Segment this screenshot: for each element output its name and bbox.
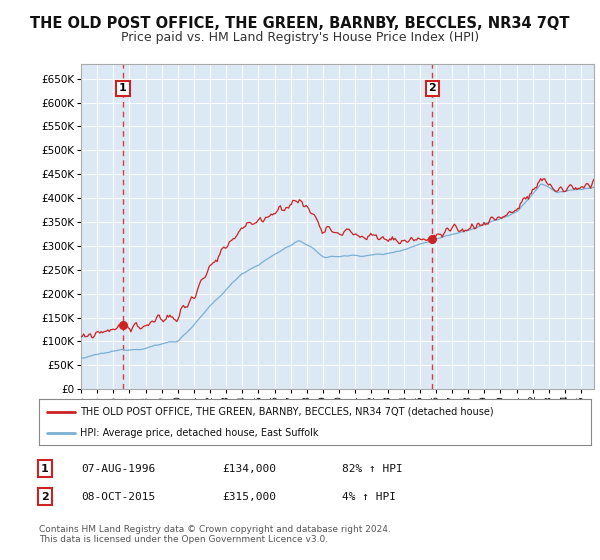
Text: HPI: Average price, detached house, East Suffolk: HPI: Average price, detached house, East… bbox=[80, 428, 319, 438]
Text: THE OLD POST OFFICE, THE GREEN, BARNBY, BECCLES, NR34 7QT: THE OLD POST OFFICE, THE GREEN, BARNBY, … bbox=[30, 16, 570, 31]
Text: £134,000: £134,000 bbox=[222, 464, 276, 474]
Text: 1: 1 bbox=[41, 464, 49, 474]
Text: 4% ↑ HPI: 4% ↑ HPI bbox=[342, 492, 396, 502]
Text: Contains HM Land Registry data © Crown copyright and database right 2024.
This d: Contains HM Land Registry data © Crown c… bbox=[39, 525, 391, 544]
Text: 1: 1 bbox=[119, 83, 127, 94]
Text: 82% ↑ HPI: 82% ↑ HPI bbox=[342, 464, 403, 474]
Text: £315,000: £315,000 bbox=[222, 492, 276, 502]
Text: THE OLD POST OFFICE, THE GREEN, BARNBY, BECCLES, NR34 7QT (detached house): THE OLD POST OFFICE, THE GREEN, BARNBY, … bbox=[80, 407, 494, 417]
Text: 08-OCT-2015: 08-OCT-2015 bbox=[81, 492, 155, 502]
Text: 07-AUG-1996: 07-AUG-1996 bbox=[81, 464, 155, 474]
Text: Price paid vs. HM Land Registry's House Price Index (HPI): Price paid vs. HM Land Registry's House … bbox=[121, 31, 479, 44]
Text: 2: 2 bbox=[41, 492, 49, 502]
Text: 2: 2 bbox=[428, 83, 436, 94]
